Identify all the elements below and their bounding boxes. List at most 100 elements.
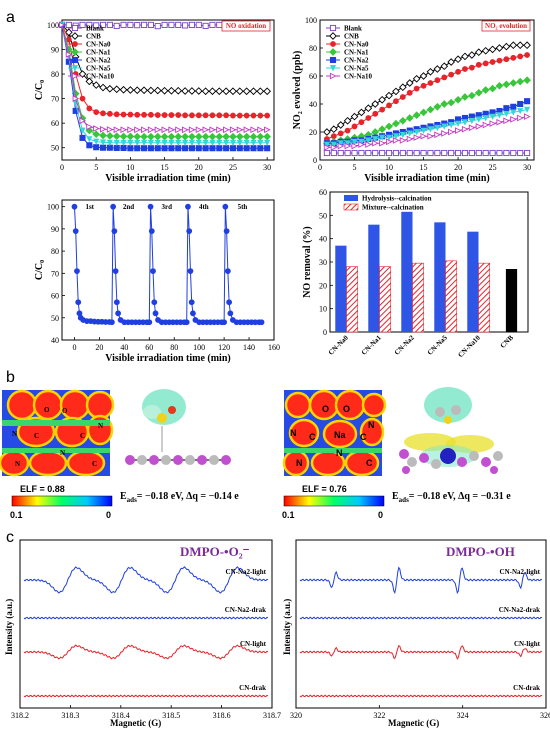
data-point bbox=[323, 128, 331, 136]
epr-left-ylabel: Intensity (a.u.) bbox=[4, 599, 14, 655]
bar-legend-swatch bbox=[344, 195, 358, 201]
data-point bbox=[433, 65, 442, 73]
legend-marker bbox=[71, 48, 79, 56]
data-point bbox=[195, 21, 202, 28]
y-tick-label-2: 70 bbox=[51, 95, 59, 104]
data-point bbox=[168, 112, 175, 118]
bar-CN-Na1-0 bbox=[368, 224, 380, 332]
data-point bbox=[392, 87, 400, 96]
data-point bbox=[223, 228, 230, 235]
data-point bbox=[419, 108, 428, 117]
data-point bbox=[524, 149, 531, 157]
data-point bbox=[65, 28, 73, 37]
epr-x-tick-label-1: 318.3 bbox=[61, 711, 79, 720]
plot-frame bbox=[61, 19, 275, 161]
y-tick-label-0: 0 bbox=[313, 156, 317, 165]
data-point bbox=[475, 116, 482, 123]
data-point bbox=[358, 141, 366, 148]
eads-left: Eads= −0.18 eV, Δq = −0.14 e bbox=[120, 491, 239, 504]
epr-superoxide: DMPO-•O₂⁻ Intensity (a.u.) Magnetic (G) … bbox=[4, 539, 281, 728]
data-point bbox=[99, 21, 107, 28]
data-point bbox=[185, 203, 191, 210]
data-point bbox=[257, 126, 264, 134]
bar-CN-Na5-0 bbox=[434, 222, 446, 332]
data-point bbox=[168, 139, 175, 147]
colorbar-left-min: 0.1 bbox=[10, 510, 23, 520]
data-point bbox=[399, 131, 406, 139]
plot-frame bbox=[319, 19, 535, 161]
data-point bbox=[447, 58, 455, 66]
data-point bbox=[79, 134, 86, 141]
data-point bbox=[147, 126, 155, 134]
chart-no-removal-bars: 0 10 20 30 40 50 60 NO removal (%) CN-Na0 CN-Na1 C… bbox=[302, 188, 529, 359]
data-point bbox=[209, 112, 216, 119]
epr-x-tick-label-2: 324 bbox=[457, 711, 469, 720]
data-point bbox=[93, 22, 100, 29]
data-point bbox=[141, 145, 148, 152]
data-point bbox=[216, 112, 223, 119]
legend-label-5: CN-Na5 bbox=[344, 65, 369, 73]
epr-left-title: DMPO-•O₂⁻ bbox=[180, 544, 250, 559]
data-point bbox=[475, 61, 482, 68]
data-point bbox=[343, 116, 352, 125]
data-point bbox=[468, 64, 475, 71]
data-point bbox=[399, 137, 407, 144]
data-point bbox=[524, 98, 531, 105]
data-point bbox=[406, 149, 413, 157]
data-point bbox=[510, 54, 517, 61]
data-point bbox=[468, 124, 476, 132]
data-point bbox=[119, 132, 128, 141]
data-point bbox=[112, 132, 121, 141]
data-point bbox=[365, 137, 372, 144]
data-point bbox=[371, 100, 380, 108]
data-point bbox=[190, 310, 196, 317]
x-tick-label-2: 10 bbox=[126, 163, 134, 172]
x-tick-label-8: 160 bbox=[268, 343, 280, 352]
bar-CN-Na10-1 bbox=[478, 262, 491, 333]
data-point bbox=[160, 86, 169, 95]
bar-y-tick-label-1: 10 bbox=[319, 305, 327, 314]
data-point bbox=[455, 149, 462, 157]
data-point bbox=[474, 48, 483, 57]
data-point bbox=[510, 103, 517, 110]
data-point bbox=[434, 131, 441, 139]
annotation-box bbox=[221, 20, 271, 32]
data-point bbox=[222, 87, 230, 96]
data-point bbox=[454, 95, 462, 104]
data-point bbox=[168, 145, 175, 152]
data-point bbox=[243, 139, 250, 147]
data-point bbox=[481, 46, 490, 55]
data-point bbox=[482, 60, 489, 67]
data-point bbox=[134, 139, 141, 147]
y-tick-label-3: 70 bbox=[51, 269, 59, 278]
x-tick-label-0: 0 bbox=[72, 343, 76, 352]
data-point bbox=[468, 91, 476, 100]
data-point bbox=[113, 144, 120, 152]
elf-right-atom-1: O bbox=[343, 404, 350, 414]
data-point bbox=[99, 139, 107, 146]
data-point bbox=[257, 139, 264, 147]
data-point bbox=[195, 139, 202, 147]
data-point bbox=[379, 134, 386, 141]
data-point bbox=[454, 120, 462, 127]
data-point bbox=[188, 87, 196, 95]
data-point bbox=[419, 72, 428, 80]
data-point bbox=[372, 110, 379, 117]
data-point bbox=[427, 149, 434, 157]
epr-x-tick-label-0: 318.2 bbox=[11, 711, 29, 720]
y-tick-label-2: 40 bbox=[309, 100, 317, 109]
epr-x-tick-label-0: 320 bbox=[290, 711, 302, 720]
bar-CN-Na10-0 bbox=[467, 231, 479, 332]
data-point bbox=[517, 100, 524, 108]
bar-category-label-0: CN-Na0 bbox=[327, 333, 350, 356]
bar-y-tick-label-4: 40 bbox=[319, 235, 327, 244]
data-point bbox=[344, 149, 351, 157]
data-point bbox=[223, 126, 230, 134]
y-tick-label-4: 80 bbox=[309, 44, 317, 53]
data-point bbox=[330, 144, 338, 151]
data-point bbox=[475, 123, 483, 130]
data-point bbox=[482, 121, 490, 129]
data-point bbox=[112, 85, 121, 94]
data-point bbox=[222, 203, 229, 210]
